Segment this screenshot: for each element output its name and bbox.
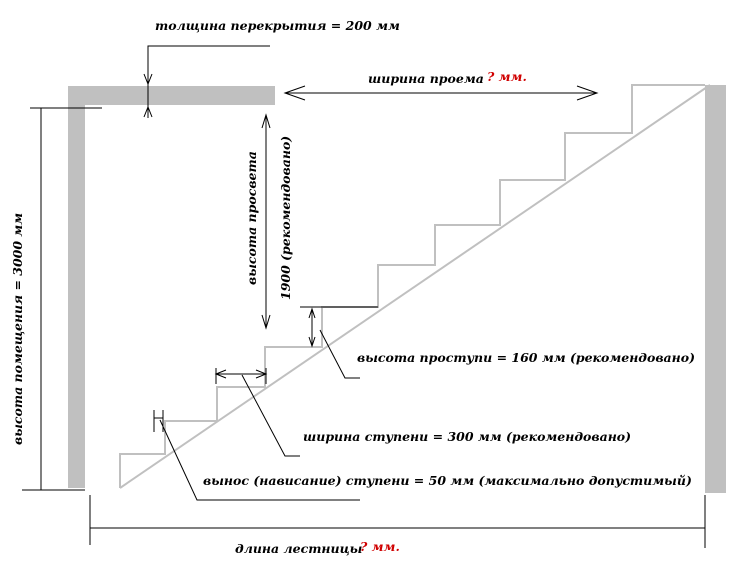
stair-stringer: [119, 84, 711, 489]
slab-thickness-dimension: [143, 45, 270, 118]
room-height-label: высота помещения = 3000 мм: [10, 213, 25, 445]
tread-width-dimension: [214, 368, 300, 457]
stair-length-value: ? мм.: [360, 539, 400, 554]
room-height-dimension: [22, 107, 102, 491]
tread-width-label: ширина ступени = 300 мм (рекомендовано): [303, 429, 631, 444]
riser-height-dimension: [300, 306, 378, 379]
right-wall: [705, 85, 726, 493]
stair-length-label: длина лестницы: [235, 541, 363, 556]
clearance-value: 1900 (рекомендовано): [278, 136, 293, 300]
clearance-dimension: [261, 113, 271, 330]
ceiling-slab: [68, 86, 275, 105]
clearance-label: высота просвета: [244, 151, 259, 285]
left-wall: [68, 86, 85, 488]
slab-thickness-label: толщина перекрытия = 200 мм: [155, 18, 400, 33]
opening-width-dimension: [283, 85, 599, 101]
nosing-dimension: [153, 410, 360, 501]
opening-width-label: ширина проема: [368, 71, 484, 86]
nosing-label: вынос (нависание) ступени = 50 мм (макси…: [203, 473, 692, 488]
opening-width-value: ? мм.: [487, 69, 527, 84]
riser-height-label: высота проступи = 160 мм (рекомендовано): [357, 350, 695, 365]
stair-length-dimension: [89, 495, 706, 548]
